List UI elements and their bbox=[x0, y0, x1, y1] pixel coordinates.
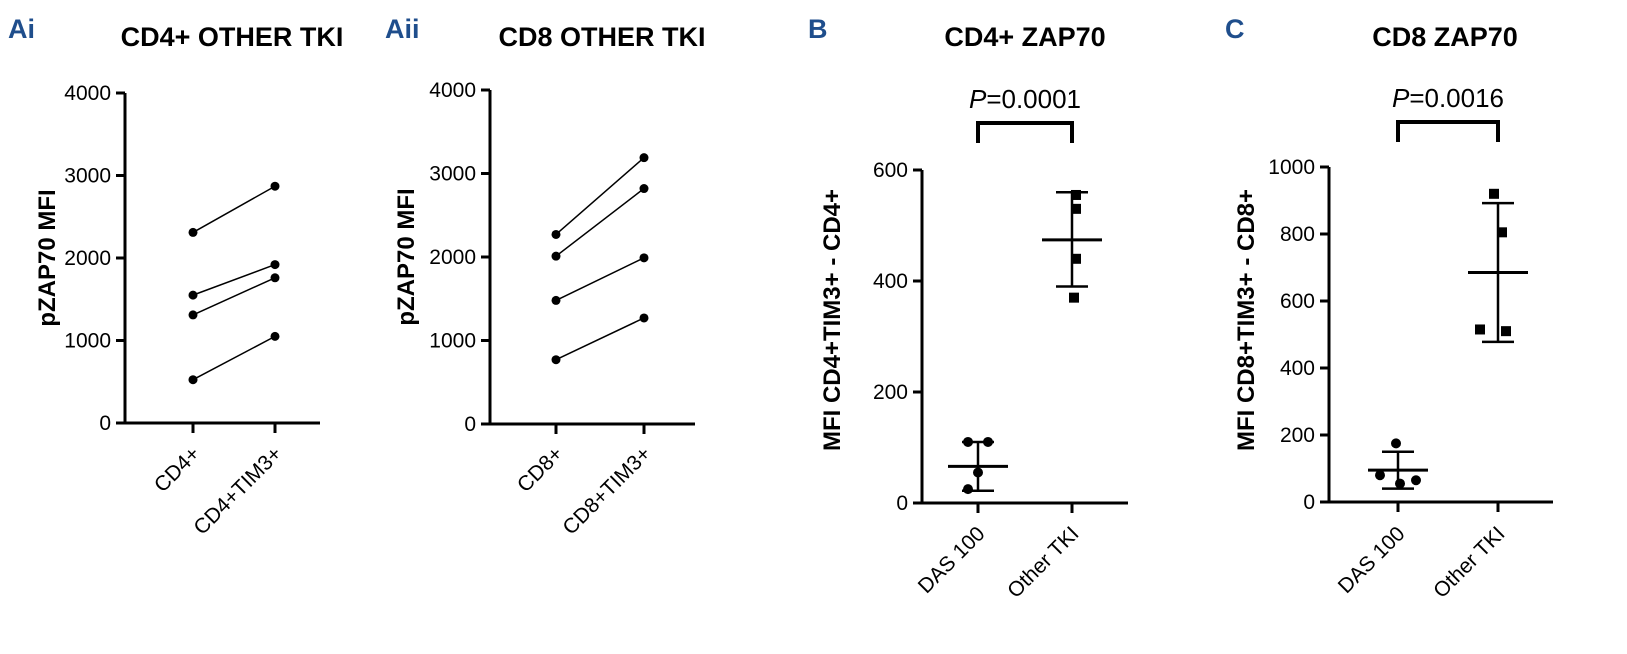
data-point bbox=[639, 253, 649, 263]
data-point bbox=[983, 436, 993, 447]
y-axis-title: pZAP70 MFI bbox=[393, 188, 420, 325]
data-point bbox=[551, 295, 561, 305]
y-tick-label: 0 bbox=[1303, 491, 1315, 514]
y-tick-label: 400 bbox=[873, 270, 908, 293]
panel-B: B CD4+ ZAP70 0 200 400 600 DAS 100 Other TKI MFI… bbox=[808, 14, 1128, 603]
data-point bbox=[270, 260, 280, 270]
y-tick-label: 1000 bbox=[429, 330, 476, 353]
panel-letter: B bbox=[808, 14, 828, 44]
chart-title: CD4+ ZAP70 bbox=[944, 22, 1105, 52]
data-point bbox=[639, 153, 649, 163]
data-point bbox=[1395, 478, 1405, 489]
data-point bbox=[270, 273, 280, 283]
x-category-label: Other TKI bbox=[1003, 522, 1083, 602]
y-tick-label: 3000 bbox=[429, 163, 476, 186]
data-point bbox=[551, 251, 561, 261]
y-tick-label: 1000 bbox=[64, 330, 111, 353]
data-point bbox=[188, 310, 198, 320]
data-point bbox=[1071, 203, 1081, 214]
pair-line bbox=[555, 257, 645, 302]
y-tick-label: 600 bbox=[1280, 290, 1315, 313]
data-point bbox=[1069, 292, 1079, 303]
y-tick-label: 4000 bbox=[429, 79, 476, 102]
pair-line bbox=[192, 335, 276, 381]
data-point bbox=[973, 467, 983, 478]
panel-Aii: Aii CD8 OTHER TKI 0 1000 2000 3000 4000 CD8+CD8… bbox=[385, 14, 706, 539]
data-point bbox=[963, 484, 973, 495]
pair-line bbox=[192, 185, 276, 234]
x-category-label: CD4+TIM3+ bbox=[189, 442, 286, 539]
panel-letter: C bbox=[1225, 14, 1245, 44]
x-category-label: Other TKI bbox=[1429, 522, 1509, 602]
y-axis-title: MFI CD4+TIM3+ - CD4+ bbox=[819, 189, 846, 451]
p-value-number: =0.0001 bbox=[986, 84, 1081, 114]
data-point bbox=[963, 436, 973, 447]
y-tick-label: 3000 bbox=[64, 165, 111, 188]
y-tick-label: 800 bbox=[1280, 223, 1315, 246]
significance-bracket bbox=[1396, 120, 1500, 142]
panel-C: C CD8 ZAP70 0 200 400 600 800 1000 DAS 100 Other … bbox=[1225, 14, 1553, 603]
data-point bbox=[1497, 227, 1507, 238]
data-point bbox=[1489, 188, 1499, 199]
chart-title: CD4+ OTHER TKI bbox=[121, 22, 344, 52]
data-point bbox=[270, 181, 280, 191]
chart-title: CD8 ZAP70 bbox=[1372, 22, 1518, 52]
y-tick-label: 400 bbox=[1280, 357, 1315, 380]
y-tick-label: 200 bbox=[1280, 424, 1315, 447]
data-point bbox=[188, 375, 198, 385]
y-tick-label: 600 bbox=[873, 159, 908, 182]
y-tick-label: 0 bbox=[464, 413, 476, 436]
data-point bbox=[1501, 326, 1511, 337]
data-point bbox=[1071, 253, 1081, 264]
data-point bbox=[1391, 438, 1401, 449]
x-category-label: CD4+ bbox=[150, 442, 205, 497]
p-value-number: =0.0016 bbox=[1409, 83, 1504, 113]
pair-line bbox=[555, 317, 645, 361]
data-point bbox=[270, 331, 280, 341]
data-point bbox=[1411, 475, 1421, 486]
y-tick-label: 1000 bbox=[1268, 156, 1315, 179]
y-axis-title: pZAP70 MFI bbox=[34, 189, 61, 326]
data-point bbox=[1375, 470, 1385, 481]
data-point bbox=[1071, 189, 1081, 200]
x-category-label: CD8+ bbox=[513, 442, 568, 497]
y-tick-label: 2000 bbox=[64, 247, 111, 270]
p-value-symbol: P bbox=[1392, 83, 1410, 113]
data-point bbox=[1475, 324, 1485, 335]
data-point bbox=[551, 355, 561, 365]
pair-line bbox=[555, 187, 645, 257]
pair-line bbox=[192, 263, 276, 296]
y-axis-title: MFI CD8+TIM3+ - CD8+ bbox=[1233, 189, 1260, 451]
x-category-label: DAS 100 bbox=[914, 522, 990, 598]
p-value-symbol: P bbox=[969, 84, 987, 114]
x-category-label: DAS 100 bbox=[1334, 522, 1410, 598]
data-point bbox=[188, 290, 198, 300]
y-tick-label: 0 bbox=[896, 492, 908, 515]
data-point bbox=[188, 227, 198, 237]
data-point bbox=[639, 184, 649, 194]
y-tick-label: 2000 bbox=[429, 246, 476, 269]
chart-title: CD8 OTHER TKI bbox=[498, 22, 705, 52]
significance-bracket bbox=[976, 121, 1074, 143]
panel-letter: Ai bbox=[8, 14, 35, 44]
y-tick-label: 4000 bbox=[64, 82, 111, 105]
y-tick-label: 0 bbox=[99, 412, 111, 435]
x-category-label: CD8+TIM3+ bbox=[558, 442, 655, 539]
pair-line bbox=[555, 157, 645, 236]
panel-letter: Aii bbox=[385, 14, 420, 44]
data-point bbox=[551, 229, 561, 239]
pair-line bbox=[192, 277, 276, 316]
p-value-label: P=0.0001 bbox=[969, 84, 1081, 114]
y-tick-label: 200 bbox=[873, 381, 908, 404]
p-value-label: P=0.0016 bbox=[1392, 83, 1504, 113]
panel-Ai: Ai CD4+ OTHER TKI 0 1000 2000 3000 4000 CD4+CD4… bbox=[8, 14, 343, 539]
data-point bbox=[639, 313, 649, 323]
